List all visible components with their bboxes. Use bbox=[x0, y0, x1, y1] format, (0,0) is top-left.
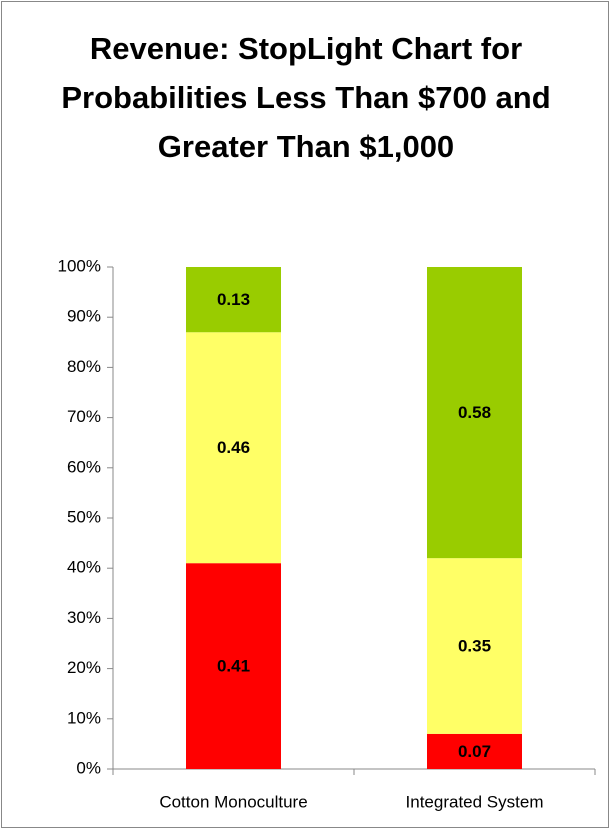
y-tick-label: 60% bbox=[67, 457, 101, 476]
data-label: 0.13 bbox=[217, 290, 250, 309]
bar-segment bbox=[427, 733, 522, 769]
data-label: 0.58 bbox=[458, 403, 491, 422]
data-label: 0.35 bbox=[458, 636, 491, 655]
x-tick-label: Integrated System bbox=[406, 792, 544, 811]
y-tick-label: 50% bbox=[67, 507, 101, 526]
y-tick-label: 100% bbox=[58, 256, 101, 275]
bar-segment bbox=[427, 558, 522, 734]
y-tick-label: 30% bbox=[67, 608, 101, 627]
y-tick-label: 90% bbox=[67, 307, 101, 326]
data-label: 0.46 bbox=[217, 438, 250, 457]
bar-segment bbox=[186, 563, 281, 769]
y-tick-label: 20% bbox=[67, 658, 101, 677]
bar-segment bbox=[186, 267, 281, 333]
y-tick-label: 10% bbox=[67, 708, 101, 727]
bar-segment bbox=[186, 332, 281, 564]
y-tick-label: 80% bbox=[67, 357, 101, 376]
data-label: 0.07 bbox=[458, 742, 491, 761]
bar-segment bbox=[427, 267, 522, 559]
chart-title: Revenue: StopLight Chart for Probabiliti… bbox=[61, 31, 551, 164]
data-label: 0.41 bbox=[217, 657, 250, 676]
x-tick-label: Cotton Monoculture bbox=[159, 792, 307, 811]
y-tick-label: 70% bbox=[67, 407, 101, 426]
y-tick-label: 0% bbox=[76, 758, 101, 777]
y-tick-label: 40% bbox=[67, 558, 101, 577]
